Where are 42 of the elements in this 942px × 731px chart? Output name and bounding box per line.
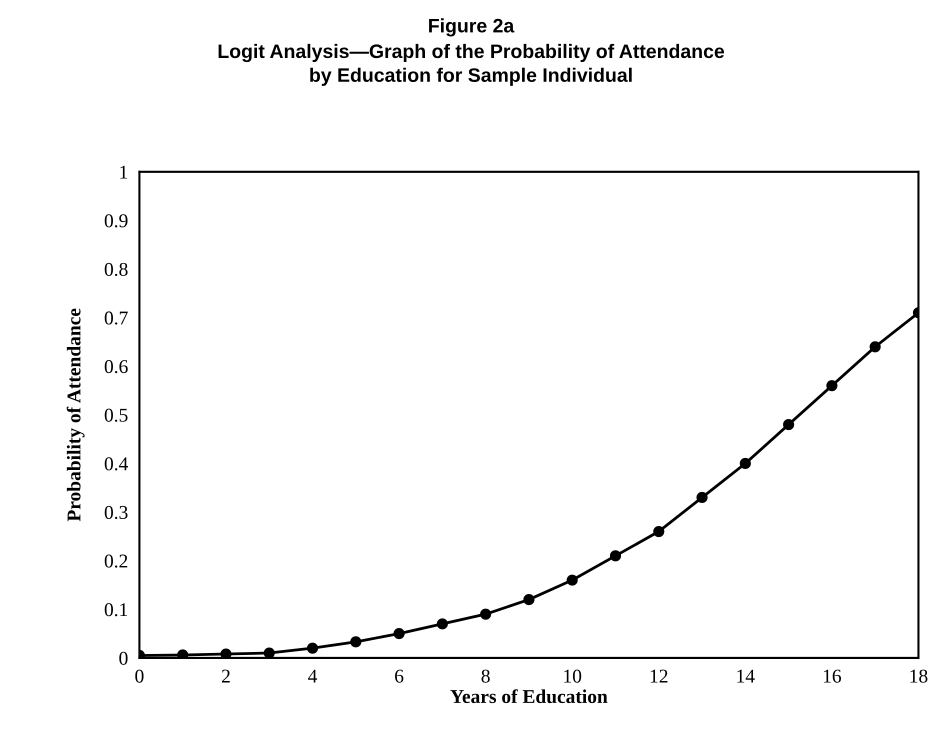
point — [436, 618, 448, 630]
x-tick-label: 18 — [910, 670, 928, 683]
y-tick-label: 0.7 — [104, 311, 128, 325]
point — [783, 419, 794, 430]
point — [610, 550, 622, 562]
y-tick-label: 0.6 — [104, 360, 128, 374]
y-tick-label: 0 — [119, 652, 128, 665]
point — [264, 647, 275, 658]
y-tick-label: 1 — [120, 166, 128, 179]
y-tick-label: 0.8 — [104, 262, 128, 276]
x-tick-label: 12 — [650, 670, 668, 683]
x-tick-label: 16 — [824, 670, 842, 683]
x-axis-title: Years of Education — [450, 689, 608, 704]
point — [653, 526, 664, 538]
point — [480, 608, 492, 620]
y-tick-label: 0.2 — [104, 554, 128, 568]
x-tick-label: 6 — [395, 670, 404, 683]
y-tick-label: 0.4 — [104, 457, 128, 470]
chart-title: Figure 2a — [429, 18, 514, 36]
x-tick-label: 14 — [737, 670, 755, 683]
chart-subtitle: Logit Analysis—Graph of the Probability of Attendance by Education for Sample Individual — [218, 44, 724, 86]
x-tick-label: 0 — [135, 670, 144, 683]
point — [350, 636, 362, 648]
point — [870, 341, 881, 352]
y-axis-title: Probability of Attendance — [66, 308, 85, 522]
y-tick-label: 0.1 — [104, 603, 128, 616]
point — [394, 628, 405, 640]
y-tick-label: 0.3 — [104, 506, 128, 520]
x-tick-label: 8 — [482, 670, 490, 683]
x-tick-label: 10 — [564, 670, 582, 683]
point — [523, 594, 534, 606]
x-tick-label: 2 — [222, 670, 230, 683]
point — [826, 380, 838, 392]
point — [696, 492, 708, 504]
point — [306, 642, 318, 654]
point — [220, 648, 232, 658]
y-tick-label: 0.9 — [104, 214, 128, 228]
point — [566, 574, 578, 586]
point — [177, 649, 188, 658]
point — [740, 458, 751, 470]
x-tick-label: 4 — [308, 670, 318, 683]
y-tick-label: 0.5 — [104, 408, 128, 422]
